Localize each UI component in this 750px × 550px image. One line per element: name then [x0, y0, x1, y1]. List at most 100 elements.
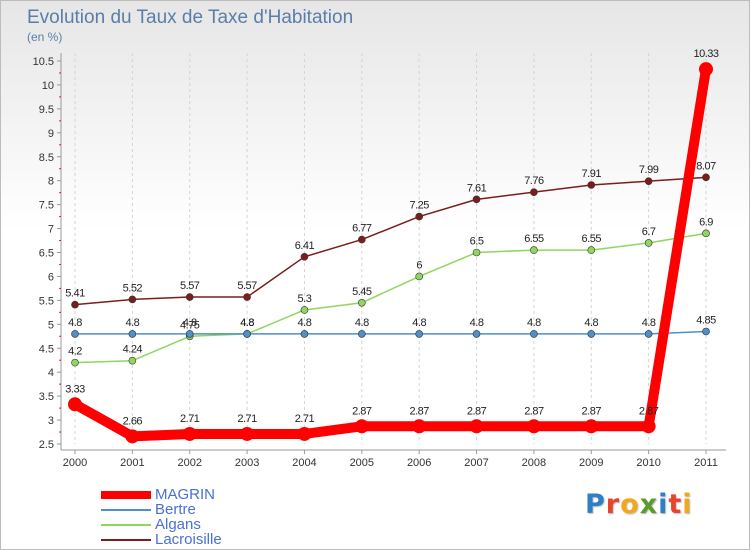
chart-subtitle: (en %) [27, 30, 63, 44]
y-tick-label: 8 [48, 176, 54, 188]
x-tick-label: 2008 [522, 457, 546, 469]
y-tick-label: 5.5 [39, 295, 54, 307]
data-label: 4.8 [68, 317, 82, 329]
data-label: 8.07 [696, 160, 716, 172]
y-tick-label: 4.5 [39, 343, 54, 355]
data-point [243, 293, 251, 301]
data-point [472, 195, 481, 204]
chart-title: Evolution du Taux de Taxe d'Habitation [27, 7, 354, 28]
data-label: 4.8 [125, 317, 139, 329]
y-tick-label: 9.5 [39, 104, 54, 116]
data-point [185, 330, 194, 338]
y-tick-label: 7 [48, 224, 54, 236]
y-tick-label: 10.5 [33, 56, 54, 68]
data-label: 7.61 [467, 182, 487, 194]
data-label: 4.8 [240, 317, 254, 329]
data-point [354, 419, 369, 434]
data-label: 6.5 [470, 236, 484, 248]
data-label: 4.8 [470, 317, 484, 329]
data-label: 10.33 [693, 48, 718, 60]
data-point [587, 181, 596, 189]
data-label: 6 [416, 259, 422, 271]
legend-label: MAGRIN [155, 486, 215, 503]
data-label: 2.87 [352, 405, 372, 417]
data-point [128, 295, 137, 304]
data-point [526, 419, 541, 434]
data-point [641, 419, 656, 434]
data-label: 2.71 [295, 413, 315, 425]
y-tick-label: 7.5 [39, 200, 54, 212]
data-label: 4.8 [642, 317, 656, 329]
logo-letter: P [585, 489, 606, 520]
data-label: 4.8 [298, 317, 312, 329]
legend-label: Lacroisille [155, 531, 222, 548]
series-line-algans [74, 232, 707, 364]
data-point [412, 419, 427, 434]
data-point [182, 426, 197, 441]
data-point [185, 293, 194, 301]
x-tick-label: 2009 [579, 457, 603, 469]
data-label: 3.33 [65, 383, 85, 395]
data-point [71, 330, 79, 338]
legend-label: Bertre [155, 501, 196, 518]
legend-swatch-bertre [101, 508, 151, 511]
data-label: 6.55 [524, 233, 544, 245]
data-point [415, 272, 423, 281]
data-label: 4.8 [183, 317, 197, 329]
legend-swatch-lacroisille [101, 538, 151, 541]
data-label: 2.71 [180, 413, 200, 425]
data-label: 4.24 [123, 344, 143, 356]
data-label: 7.99 [639, 164, 659, 176]
data-point [128, 330, 137, 338]
y-tick-label: 3.5 [39, 391, 54, 403]
data-point [702, 229, 710, 238]
data-point [125, 429, 140, 444]
data-point [243, 330, 251, 338]
x-tick-label: 2001 [120, 457, 144, 469]
data-label: 5.41 [65, 288, 85, 300]
legend-item-bertre: Bertre [101, 502, 222, 517]
data-point [297, 426, 312, 441]
x-tick-label: 2000 [63, 457, 87, 469]
logo-letter: i [658, 489, 669, 520]
data-label: 5.52 [123, 282, 143, 294]
data-point [300, 330, 309, 338]
chart-legend: MAGRIN Bertre Algans Lacroisille [101, 487, 222, 547]
data-label: 4.75 [180, 319, 200, 331]
data-label: 5.57 [237, 280, 257, 292]
legend-item-algans: Algans [101, 517, 222, 532]
series-line-lacroisille [74, 176, 707, 306]
data-label: 2.66 [123, 415, 143, 427]
data-label: 5.3 [298, 293, 312, 305]
data-point [300, 253, 309, 261]
legend-label: Algans [155, 516, 201, 533]
data-point [300, 306, 309, 314]
logo-letter: x [639, 489, 659, 520]
data-point [71, 300, 79, 309]
data-point [587, 246, 596, 254]
data-point [415, 330, 423, 338]
legend-item-magrin: MAGRIN [101, 487, 222, 502]
data-point [240, 426, 255, 441]
logo-letter: t [668, 489, 683, 520]
x-tick-label: 2005 [350, 457, 374, 469]
data-point [68, 397, 82, 412]
data-label: 4.8 [584, 317, 598, 329]
data-label: 5.57 [180, 280, 200, 292]
legend-item-lacroisille: Lacroisille [101, 532, 222, 547]
data-label: 6.55 [582, 233, 602, 245]
data-label: 2.87 [467, 405, 487, 417]
y-tick-label: 5 [48, 319, 54, 331]
x-tick-label: 2002 [177, 457, 201, 469]
data-label: 6.77 [352, 223, 372, 235]
y-tick-label: 6 [48, 271, 54, 283]
legend-swatch-magrin [101, 490, 151, 499]
logo-letter: r [605, 489, 621, 520]
y-tick-label: 2.5 [39, 439, 54, 451]
data-point [71, 358, 79, 367]
y-tick-label: 6.5 [39, 248, 54, 260]
data-point [644, 177, 653, 185]
data-point [530, 246, 538, 254]
